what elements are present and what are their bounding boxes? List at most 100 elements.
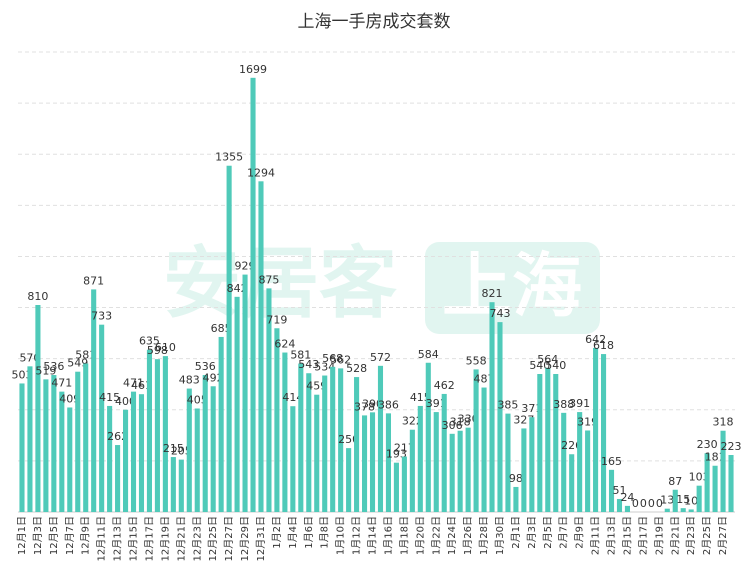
data-label: 598 (147, 344, 168, 357)
data-label: 581 (290, 349, 311, 362)
bar (664, 508, 670, 512)
x-tick-label: 2月3日 (526, 516, 538, 549)
watermark-box (425, 242, 600, 334)
data-label: 0 (640, 497, 647, 510)
bar (35, 305, 41, 512)
bar (577, 412, 583, 512)
data-label: 13 (660, 494, 674, 507)
x-tick-label: 1月14日 (367, 516, 379, 555)
data-label: 562 (330, 353, 351, 366)
data-label: 0 (656, 497, 663, 510)
data-label: 415 (410, 391, 431, 404)
data-label: 51 (612, 484, 626, 497)
bar (513, 486, 519, 512)
x-tick-label: 1月16日 (382, 516, 394, 555)
x-tick-label: 2月5日 (542, 516, 554, 549)
x-tick-label: 2月1日 (510, 516, 522, 549)
data-label: 743 (489, 307, 510, 320)
bar (561, 412, 567, 512)
data-label: 400 (115, 395, 136, 408)
data-label: 215 (163, 442, 184, 455)
x-tick-label: 1月10日 (335, 516, 347, 555)
x-tick-label: 2月11日 (590, 516, 602, 555)
bar (186, 388, 192, 512)
x-tick-label: 1月8日 (319, 516, 331, 549)
data-label: 223 (721, 440, 742, 453)
x-tick-label: 12月23日 (191, 516, 203, 561)
bar (545, 367, 551, 512)
bar (362, 415, 368, 512)
data-label: 405 (187, 394, 208, 407)
bar (226, 165, 232, 512)
bar (123, 409, 129, 512)
x-tick-label: 2月25日 (701, 516, 713, 555)
bar (346, 448, 352, 512)
data-label: 250 (338, 433, 359, 446)
bar (115, 445, 121, 512)
x-tick-label: 2月27日 (717, 516, 729, 555)
x-tick-label: 1月4日 (287, 516, 299, 549)
bar (250, 77, 256, 513)
bar (75, 371, 81, 512)
bar (616, 498, 623, 512)
bar (354, 377, 360, 512)
data-label: 842 (227, 282, 248, 295)
x-tick-label: 1月6日 (303, 516, 315, 549)
data-label: 388 (553, 398, 574, 411)
bar (290, 406, 296, 512)
bar (473, 369, 479, 512)
data-label: 471 (51, 377, 72, 390)
bar (218, 336, 224, 512)
bar (99, 324, 105, 512)
data-label: 635 (139, 335, 160, 348)
data-label: 318 (713, 416, 734, 429)
data-label: 570 (19, 351, 40, 364)
bar (720, 430, 726, 512)
bar (385, 413, 391, 512)
bar (51, 375, 57, 512)
bar (298, 363, 304, 512)
bar (425, 362, 431, 512)
bar (624, 505, 630, 512)
bar (314, 394, 320, 512)
bar (728, 455, 734, 512)
data-label: 181 (705, 451, 726, 464)
bar (210, 386, 216, 512)
bar (672, 489, 678, 512)
data-label: 327 (513, 413, 534, 426)
data-label: 1294 (247, 166, 275, 179)
bar (529, 417, 535, 512)
data-label: 540 (545, 359, 566, 372)
x-tick-label: 12月25日 (207, 516, 219, 561)
bar (67, 407, 73, 512)
x-tick-label: 1月20日 (414, 516, 426, 555)
x-tick-label: 1月24日 (446, 516, 458, 555)
data-label: 386 (378, 398, 399, 411)
bar (465, 427, 471, 512)
x-tick-label: 12月3日 (32, 516, 44, 555)
bar (282, 352, 288, 512)
data-label: 165 (601, 455, 622, 468)
bar (417, 405, 423, 512)
data-label: 230 (697, 438, 718, 451)
x-tick-label: 2月17日 (637, 516, 649, 555)
bar (608, 469, 615, 512)
data-label: 1699 (239, 63, 267, 76)
data-label: 462 (434, 379, 455, 392)
data-label: 471 (123, 377, 144, 390)
bar (338, 368, 344, 512)
x-tick-label: 12月1日 (16, 516, 28, 555)
watermark-text: 安居客 (163, 239, 397, 329)
data-label: 318 (450, 416, 471, 429)
bar (59, 391, 65, 512)
bar (489, 302, 495, 512)
x-tick-label: 12月13日 (112, 516, 124, 561)
bar (569, 454, 575, 512)
data-label: 536 (195, 360, 216, 373)
data-label: 618 (593, 339, 614, 352)
bar (680, 508, 686, 512)
x-tick-label: 1月30日 (494, 516, 506, 555)
data-label: 217 (394, 442, 415, 455)
bar (170, 457, 176, 512)
x-tick-label: 12月31日 (255, 516, 267, 561)
